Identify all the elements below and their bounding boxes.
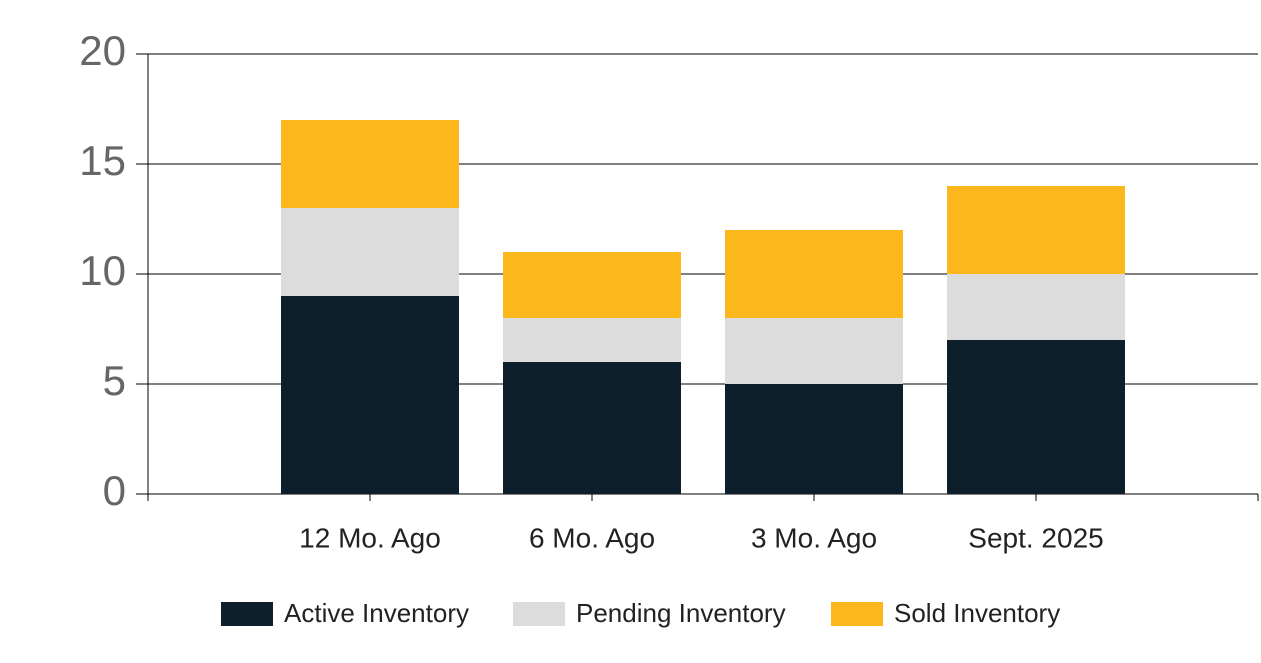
bar-segment <box>725 318 903 384</box>
legend-swatch <box>513 602 565 626</box>
legend-label: Pending Inventory <box>576 598 786 628</box>
y-tick-label: 0 <box>103 467 126 514</box>
bar-segment <box>503 362 681 494</box>
x-tick-label: 3 Mo. Ago <box>751 522 877 553</box>
legend-label: Active Inventory <box>284 598 469 628</box>
y-tick-label: 5 <box>103 357 126 404</box>
bar-segment <box>725 384 903 494</box>
y-tick-label: 20 <box>79 27 126 74</box>
bar-segment <box>281 296 459 494</box>
x-tick-label: 6 Mo. Ago <box>529 522 655 553</box>
bar-segment <box>725 230 903 318</box>
y-tick-label: 10 <box>79 247 126 294</box>
bar-segment <box>947 274 1125 340</box>
bar-segment <box>281 120 459 208</box>
x-tick-label: 12 Mo. Ago <box>299 522 441 553</box>
bar-segment <box>947 340 1125 494</box>
legend-label: Sold Inventory <box>894 598 1060 628</box>
legend-swatch <box>221 602 273 626</box>
bar-segment <box>281 208 459 296</box>
bar-segment <box>503 252 681 318</box>
bar-segment <box>947 186 1125 274</box>
x-tick-label: Sept. 2025 <box>968 522 1103 553</box>
legend-swatch <box>831 602 883 626</box>
y-tick-label: 15 <box>79 137 126 184</box>
bar-segment <box>503 318 681 362</box>
